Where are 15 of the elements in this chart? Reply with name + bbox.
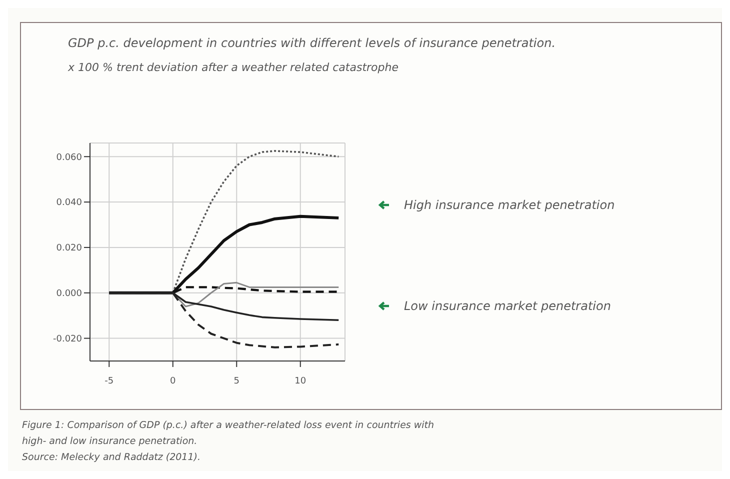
chart-subtitle: x 100 % trent deviation after a weather related catastrophe bbox=[68, 61, 398, 74]
text: Low insurance market penetration bbox=[403, 299, 611, 313]
x-tick-label: -5 bbox=[104, 376, 114, 386]
y-tick-label: 0.060 bbox=[56, 152, 82, 163]
source-note: Source: Melecky and Raddatz (2011). bbox=[22, 451, 202, 465]
y-tick-label: 0.040 bbox=[56, 198, 82, 208]
y-tick-label: 0.000 bbox=[56, 289, 82, 300]
x-tick-label: 0 bbox=[170, 376, 176, 386]
y-tick-label: -0.020 bbox=[52, 334, 82, 344]
y-tick-label: 0.020 bbox=[56, 244, 82, 254]
text: High insurance market penetration bbox=[403, 198, 615, 212]
x-tick-label: 5 bbox=[234, 376, 240, 386]
x-tick-label: 10 bbox=[294, 376, 306, 386]
chart-title: GDP p.c. development in countries with different levels of insurance penetration. bbox=[68, 36, 556, 50]
caption: Figure 1: Comparison of GDP (p.c.) after a weather-related loss event in countries with high- and low insurance penetration. bbox=[22, 419, 436, 449]
